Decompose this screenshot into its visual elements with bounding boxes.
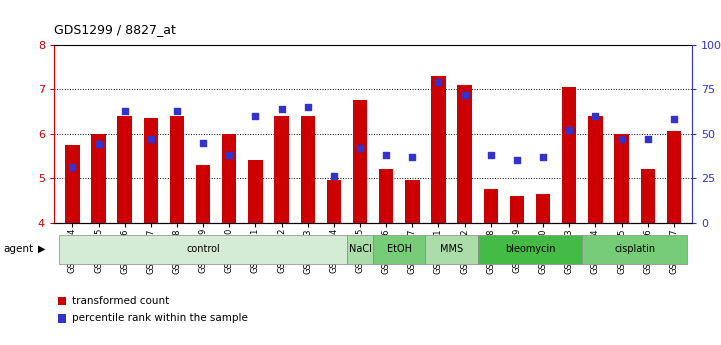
Point xyxy=(354,145,366,151)
Bar xyxy=(457,85,472,345)
Point xyxy=(407,154,418,159)
Point xyxy=(381,152,392,158)
Bar xyxy=(562,87,577,345)
Bar xyxy=(373,235,425,264)
Bar xyxy=(169,116,184,345)
Text: GDS1299 / 8827_at: GDS1299 / 8827_at xyxy=(54,23,176,36)
Bar xyxy=(510,196,524,345)
Point xyxy=(642,136,653,142)
Text: MMS: MMS xyxy=(440,244,463,254)
Point xyxy=(537,154,549,159)
Point xyxy=(564,127,575,133)
Text: control: control xyxy=(186,244,220,254)
Bar xyxy=(327,180,341,345)
Bar xyxy=(425,235,478,264)
Text: percentile rank within the sample: percentile rank within the sample xyxy=(72,314,248,323)
Bar xyxy=(478,235,583,264)
Point xyxy=(511,158,523,163)
Bar xyxy=(353,100,367,345)
Bar xyxy=(59,235,347,264)
Bar xyxy=(118,116,132,345)
Bar xyxy=(196,165,211,345)
Bar xyxy=(583,235,687,264)
Point xyxy=(119,108,131,114)
Bar xyxy=(484,189,498,345)
Bar xyxy=(405,180,420,345)
Point xyxy=(328,174,340,179)
Bar xyxy=(536,194,550,345)
Bar xyxy=(143,118,158,345)
Bar xyxy=(301,116,315,345)
Point xyxy=(276,106,288,111)
Bar xyxy=(92,134,106,345)
Point xyxy=(485,152,497,158)
Bar xyxy=(667,131,681,345)
Point xyxy=(302,104,314,110)
Text: transformed count: transformed count xyxy=(72,296,169,306)
Bar xyxy=(275,116,289,345)
Point xyxy=(616,136,627,142)
Text: NaCl: NaCl xyxy=(349,244,371,254)
Point xyxy=(668,117,680,122)
Point xyxy=(224,152,235,158)
Bar xyxy=(640,169,655,345)
Text: bleomycin: bleomycin xyxy=(505,244,555,254)
Text: EtOH: EtOH xyxy=(386,244,412,254)
Point xyxy=(66,165,78,170)
Point xyxy=(198,140,209,145)
Bar xyxy=(379,169,394,345)
Bar xyxy=(65,145,79,345)
Bar xyxy=(222,134,236,345)
Bar xyxy=(614,134,629,345)
Point xyxy=(590,113,601,119)
Bar xyxy=(347,235,373,264)
Text: agent: agent xyxy=(4,244,34,254)
Bar xyxy=(248,160,262,345)
Text: cisplatin: cisplatin xyxy=(614,244,655,254)
Point xyxy=(249,113,261,119)
Point xyxy=(145,136,156,142)
Point xyxy=(171,108,182,114)
Bar xyxy=(588,116,603,345)
Bar xyxy=(431,76,446,345)
Point xyxy=(459,92,470,97)
Point xyxy=(93,141,105,147)
Point xyxy=(433,79,444,85)
Text: ▶: ▶ xyxy=(37,244,45,254)
